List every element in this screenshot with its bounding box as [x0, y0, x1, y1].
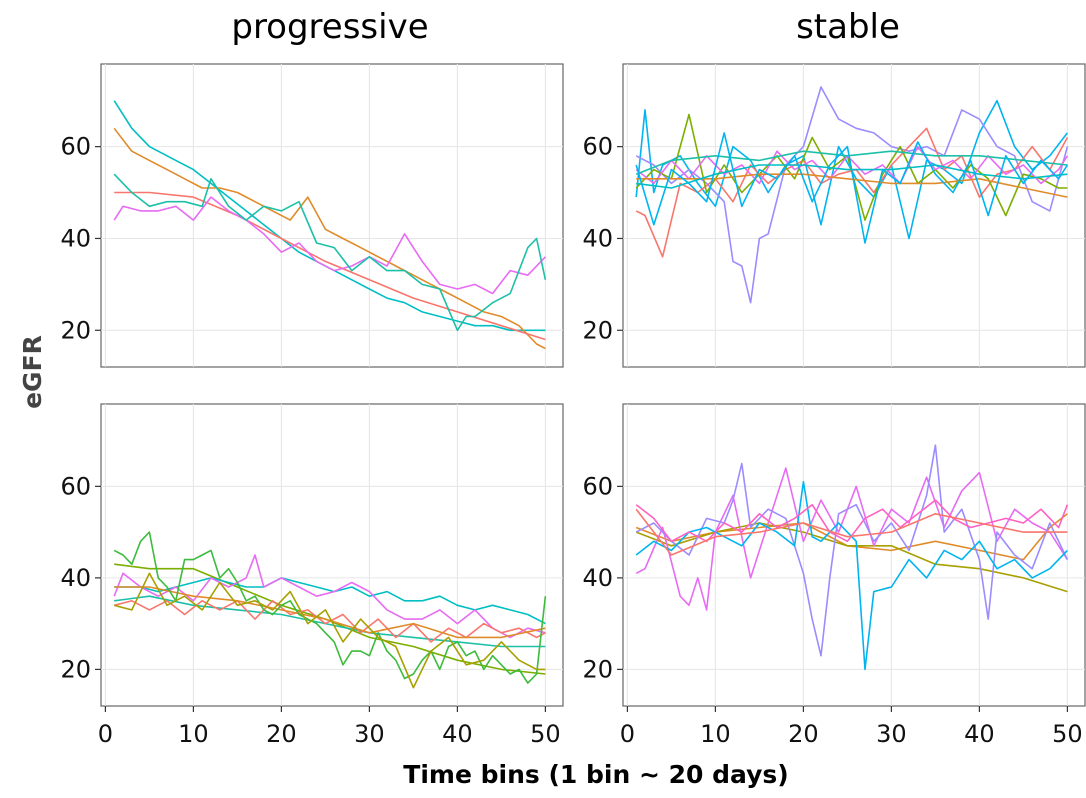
x-tick-label: 50: [530, 720, 561, 748]
y-tick-label: 60: [60, 472, 91, 500]
y-tick-label: 60: [582, 472, 613, 500]
y-tick-label: 40: [582, 564, 613, 592]
x-tick-label: 20: [788, 720, 819, 748]
y-tick-label: 60: [60, 133, 91, 161]
series-line-7: [636, 164, 1068, 189]
series-line-7: [113, 531, 547, 684]
series-line-9: [635, 132, 1069, 244]
panel-4: 20 40 60 0 10 20 30 40 50: [582, 403, 1086, 748]
panel-3: 20 40 60 0 10 20 30 40 50: [60, 403, 564, 748]
series-line-1: [635, 99, 1069, 240]
series-line-5: [635, 145, 1069, 185]
y-tick-label: 20: [60, 655, 91, 683]
series-line-6: [114, 586, 546, 639]
panel-frame: [622, 63, 1086, 368]
x-axis-label: Time bins (1 bin ~ 20 days): [403, 760, 788, 789]
x-tick-label: 30: [876, 720, 907, 748]
series-line-2: [635, 522, 1068, 593]
column-title-progressive: progressive: [231, 7, 428, 47]
y-tick-label: 20: [582, 655, 613, 683]
series-line-7: [635, 508, 1068, 556]
x-tick-label: 30: [354, 720, 385, 748]
x-tick-label: 0: [98, 720, 113, 748]
panel-frame: [100, 403, 564, 707]
series-line-3: [635, 467, 1069, 611]
panel-2: 20 40 60: [582, 63, 1086, 368]
x-tick-label: 10: [178, 720, 209, 748]
series-line-2: [635, 86, 1069, 304]
panel-frame: [100, 63, 564, 368]
x-tick-label: 50: [1052, 720, 1083, 748]
series-line-6: [635, 499, 1069, 543]
x-tick-label: 20: [266, 720, 297, 748]
y-tick-label: 40: [60, 564, 91, 592]
series-group: [635, 444, 1069, 671]
series-line-8: [113, 572, 546, 689]
series-group: [113, 100, 547, 350]
y-tick-label: 60: [582, 133, 613, 161]
series-line-5: [113, 173, 547, 332]
series-line-3: [635, 127, 1069, 258]
column-title-stable: stable: [796, 7, 900, 47]
series-line-5: [114, 599, 546, 643]
x-tick-label: 0: [620, 720, 635, 748]
series-line-8: [635, 150, 1068, 175]
y-axis-label: eGFR: [18, 335, 47, 409]
x-tick-label: 10: [700, 720, 731, 748]
series-line-2: [113, 127, 546, 350]
series-line-4: [113, 196, 546, 295]
y-tick-label: 20: [60, 316, 91, 344]
x-tick-label: 40: [442, 720, 473, 748]
x-tick-label: 40: [964, 720, 995, 748]
y-tick-label: 40: [582, 224, 613, 252]
panel-frame: [622, 403, 1086, 707]
series-group: [635, 86, 1069, 304]
series-group: [113, 531, 547, 689]
y-tick-label: 20: [582, 316, 613, 344]
panel-1: 20 40 60: [60, 63, 564, 368]
y-tick-label: 40: [60, 224, 91, 252]
series-line-4: [113, 554, 546, 639]
